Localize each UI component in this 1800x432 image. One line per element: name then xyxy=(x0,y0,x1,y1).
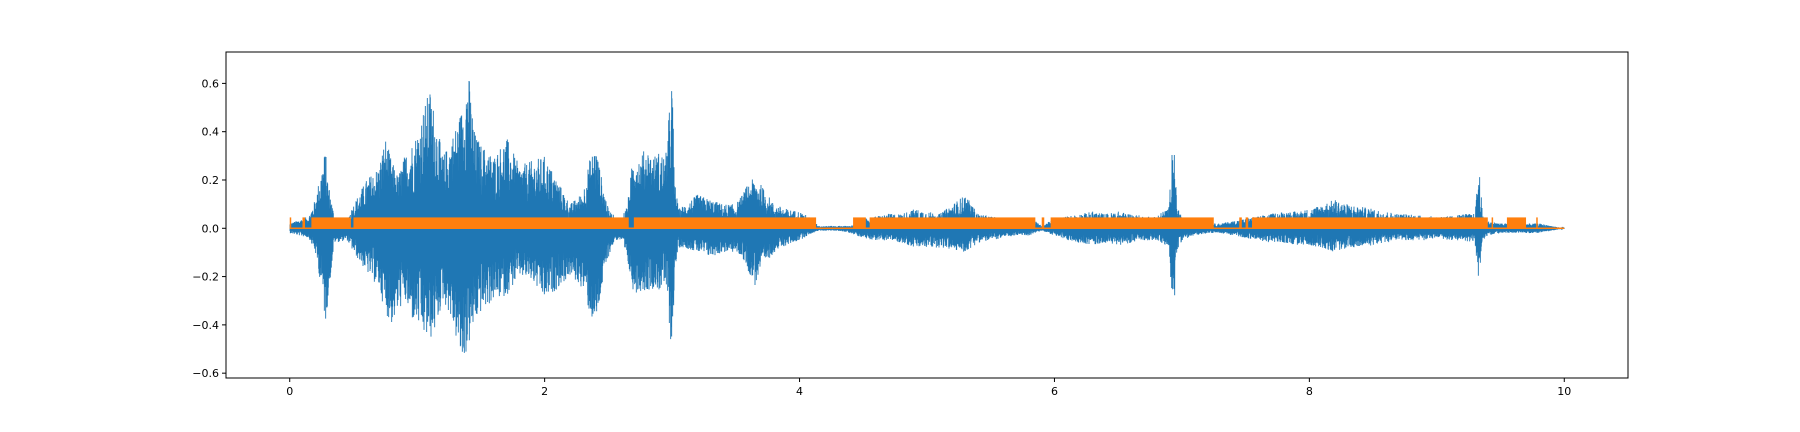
activity-segment xyxy=(1239,217,1242,229)
y-tick-label: −0.4 xyxy=(192,319,219,332)
activity-segment xyxy=(353,217,629,229)
activity-segment xyxy=(289,217,292,229)
y-tick-label: 0.0 xyxy=(202,222,220,235)
plot-area xyxy=(289,81,1565,353)
activity-segment xyxy=(869,217,1036,229)
activity-segment xyxy=(1050,217,1214,229)
activity-segment xyxy=(311,217,351,229)
axes-frame xyxy=(225,51,1629,379)
y-tick-label: −0.6 xyxy=(192,367,219,380)
y-axis: −0.6 −0.4 −0.2 0.0 0.2 0.4 0.6 xyxy=(192,77,226,380)
activity-segment xyxy=(1506,217,1527,229)
x-axis: 0 2 4 6 8 10 xyxy=(286,378,1571,398)
x-tick-label: 2 xyxy=(541,385,548,398)
x-tick-label: 6 xyxy=(1051,385,1058,398)
activity-segment xyxy=(1252,217,1488,229)
y-tick-label: 0.6 xyxy=(202,77,220,90)
x-tick-label: 0 xyxy=(286,385,293,398)
activity-segment xyxy=(1536,217,1538,229)
activity-segment xyxy=(853,217,866,229)
activity-segment xyxy=(1245,217,1249,229)
x-tick-label: 4 xyxy=(796,385,803,398)
y-tick-label: 0.2 xyxy=(202,174,220,187)
activity-segment xyxy=(302,217,306,229)
activity-segment xyxy=(1041,217,1045,229)
x-tick-label: 8 xyxy=(1306,385,1313,398)
activity-segment xyxy=(1491,217,1494,229)
activity-segment xyxy=(633,217,817,229)
x-tick-label: 10 xyxy=(1557,385,1571,398)
y-tick-label: −0.2 xyxy=(192,271,219,284)
y-tick-label: 0.4 xyxy=(202,126,220,139)
